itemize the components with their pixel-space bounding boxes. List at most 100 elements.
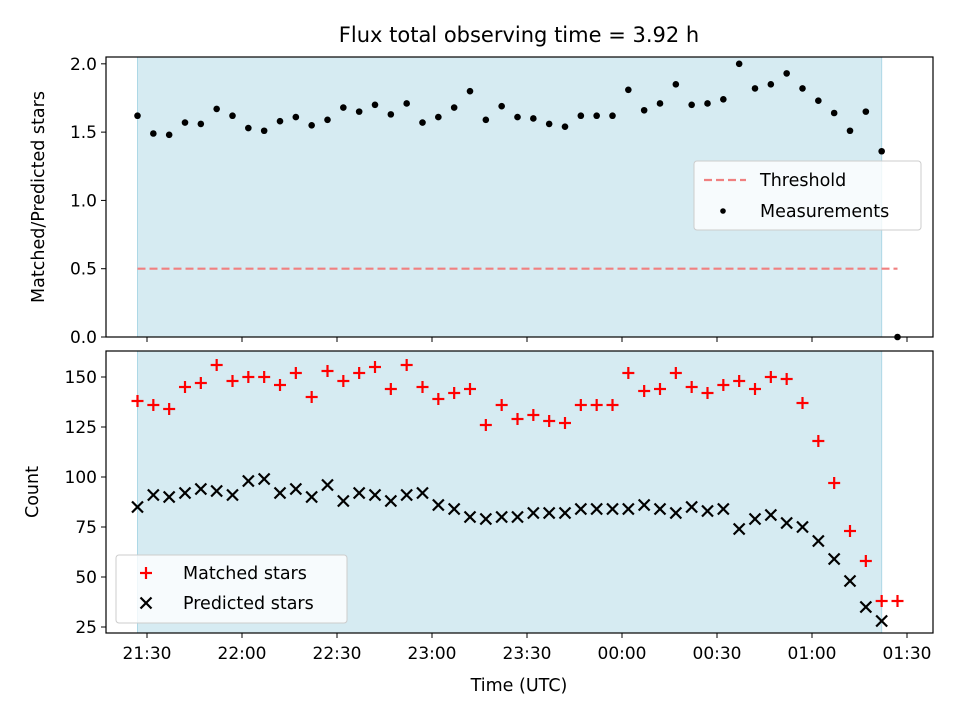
- matched-star-point: [400, 359, 413, 371]
- bot-ytick-label: 50: [75, 568, 97, 588]
- measurement-point: [229, 112, 236, 120]
- matched-star-point: [226, 375, 239, 387]
- measurement-point: [514, 113, 521, 121]
- matched-star-point: [432, 393, 445, 405]
- bottom-legend-box: [115, 554, 348, 624]
- measurement-point: [530, 115, 537, 122]
- predicted-star-point: [321, 478, 334, 492]
- measurement-point: [387, 111, 395, 118]
- measurement-point: [656, 100, 664, 107]
- predicted-star-point: [796, 520, 809, 534]
- legend-matched-label: Matched stars: [183, 564, 307, 584]
- legend-threshold-label: Threshold: [759, 171, 846, 191]
- matched-star-point: [733, 375, 746, 387]
- predicted-star-point: [669, 506, 683, 520]
- top-panel: 0.00.51.01.52.0 Matched/Predicted stars …: [29, 55, 934, 348]
- predicted-star-point: [479, 512, 493, 526]
- matched-star-point: [479, 419, 492, 431]
- bot-ytick-label: 150: [65, 368, 97, 388]
- predicted-star-point: [352, 486, 366, 500]
- matched-star-point: [464, 383, 476, 395]
- matched-star-point: [701, 387, 714, 399]
- bot-ytick-label: 125: [65, 418, 97, 438]
- predicted-star-point: [463, 510, 477, 524]
- measurement-point: [276, 117, 284, 125]
- matched-star-point: [416, 381, 429, 393]
- top-legend-box: [693, 160, 922, 231]
- bottom-legend: Matched stars Predicted stars: [115, 554, 348, 624]
- matched-star-point: [590, 399, 603, 411]
- top-measurement-points: [134, 60, 901, 341]
- measurement-point: [324, 116, 331, 124]
- measurement-point: [150, 130, 157, 137]
- matched-star-point: [384, 383, 397, 395]
- matched-star-point: [717, 379, 730, 391]
- matched-star-point: [685, 381, 698, 393]
- predicted-star-point: [859, 600, 873, 614]
- xtick-label: 00:30: [693, 644, 742, 664]
- matched-star-point: [511, 413, 524, 425]
- measurement-point: [435, 113, 442, 121]
- matched-star-point: [147, 399, 160, 411]
- measurement-point: [672, 81, 680, 88]
- measurement-point: [245, 124, 252, 132]
- predicted-star-point: [257, 472, 271, 486]
- predicted-star-point: [542, 506, 556, 520]
- measurement-point: [625, 86, 632, 94]
- measurement-point: [197, 120, 205, 128]
- measurement-point: [609, 112, 616, 120]
- measurement-point: [704, 100, 711, 107]
- predicted-star-point: [384, 494, 398, 508]
- predicted-star-point: [812, 534, 825, 548]
- predicted-star-point: [622, 502, 635, 516]
- predicted-star-point: [226, 488, 239, 502]
- top-ytick-label: 0.0: [70, 328, 97, 348]
- measurement-point: [498, 102, 505, 110]
- matched-star-point: [654, 383, 666, 395]
- measurement-point: [830, 109, 838, 117]
- predicted-star-point: [843, 574, 857, 588]
- measurement-point: [450, 104, 458, 111]
- predicted-star-point: [527, 506, 540, 520]
- measurement-point: [482, 116, 490, 124]
- predicted-star-point: [590, 502, 603, 516]
- predicted-star-point: [131, 500, 144, 514]
- legend-predicted-label: Predicted stars: [183, 594, 314, 614]
- measurement-point: [165, 131, 173, 139]
- predicted-star-point: [685, 500, 698, 514]
- predicted-star-point: [273, 486, 287, 500]
- predicted-star-point: [416, 486, 429, 500]
- matched-star-point: [448, 387, 461, 399]
- measurement-point: [878, 147, 885, 155]
- xtick-label: 01:30: [883, 644, 932, 664]
- top-x-ticks: [146, 337, 908, 342]
- measurement-point: [688, 101, 695, 109]
- matched-star-point: [369, 361, 381, 373]
- predicted-star-point: [511, 510, 524, 524]
- predicted-star-point: [305, 490, 318, 504]
- chart-title: Flux total observing time = 3.92 h: [339, 23, 699, 47]
- xtick-label: 23:30: [503, 644, 552, 664]
- xtick-label: 23:00: [408, 644, 457, 664]
- matched-star-point: [274, 379, 286, 391]
- measurement-point: [355, 108, 363, 115]
- predicted-star-point: [558, 506, 572, 520]
- matched-star-point: [179, 381, 191, 393]
- measurement-point: [815, 97, 822, 105]
- matched-star-point: [321, 365, 334, 377]
- predicted-star-point: [242, 474, 255, 488]
- measurement-point: [846, 127, 854, 135]
- predicted-star-point: [701, 504, 714, 518]
- measurement-point: [577, 112, 585, 120]
- top-ytick-label: 1.5: [70, 123, 97, 143]
- matched-star-point: [353, 367, 366, 379]
- matched-star-point: [669, 367, 682, 379]
- measurement-point: [340, 104, 347, 111]
- matched-star-point: [163, 403, 176, 415]
- measurement-point: [466, 87, 474, 95]
- measurement-point: [419, 119, 426, 126]
- predicted-star-point: [147, 488, 160, 502]
- measurement-point: [767, 81, 775, 88]
- measurement-point: [213, 105, 220, 113]
